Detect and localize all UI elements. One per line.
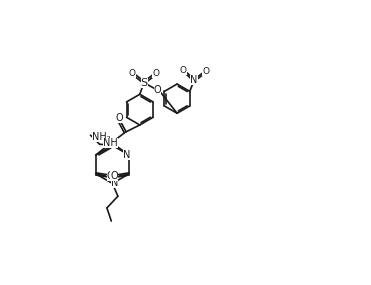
Text: O: O bbox=[152, 69, 160, 78]
Text: O: O bbox=[129, 69, 136, 78]
Text: O: O bbox=[116, 113, 124, 123]
Text: S: S bbox=[141, 78, 148, 87]
Text: N: N bbox=[190, 75, 198, 86]
Text: O: O bbox=[111, 171, 118, 181]
Text: O: O bbox=[107, 171, 114, 181]
Text: O: O bbox=[154, 85, 161, 95]
Text: N: N bbox=[123, 150, 131, 160]
Text: O: O bbox=[180, 66, 187, 75]
Text: NH₂: NH₂ bbox=[92, 133, 111, 142]
Text: N: N bbox=[111, 178, 118, 188]
Text: NH: NH bbox=[103, 138, 118, 148]
Text: O: O bbox=[202, 67, 209, 76]
